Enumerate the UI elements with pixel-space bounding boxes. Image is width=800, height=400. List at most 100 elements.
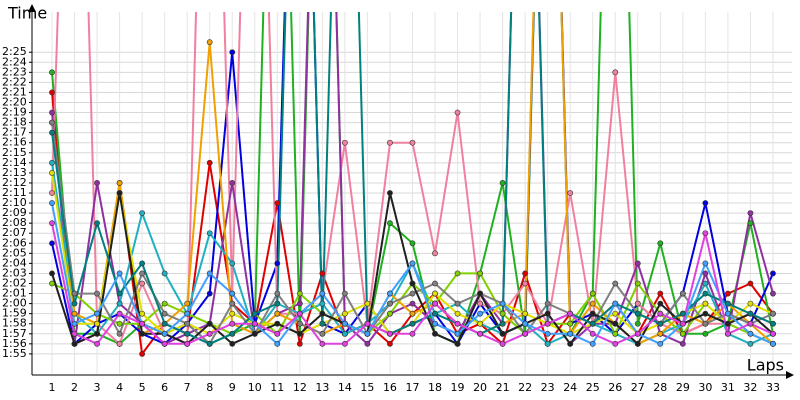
data-point xyxy=(634,340,641,347)
data-point xyxy=(341,320,348,327)
data-point xyxy=(206,159,213,166)
data-point xyxy=(387,300,393,307)
data-point xyxy=(184,300,191,307)
y-tick-label: 2:22 xyxy=(2,75,27,88)
data-point xyxy=(387,290,393,297)
x-tick-label: 22 xyxy=(518,381,532,394)
data-point xyxy=(409,139,416,146)
data-point xyxy=(477,270,483,277)
data-point xyxy=(319,310,326,317)
data-point xyxy=(296,320,303,327)
data-point xyxy=(139,260,146,267)
data-point xyxy=(274,260,281,267)
data-point xyxy=(612,69,619,76)
data-point xyxy=(251,320,258,327)
data-point xyxy=(770,330,776,337)
data-point xyxy=(432,280,438,287)
data-point xyxy=(657,320,664,327)
y-tick-label: 1:56 xyxy=(2,337,27,350)
data-point xyxy=(589,300,596,307)
data-point xyxy=(364,340,371,347)
data-point xyxy=(139,210,146,217)
data-point xyxy=(544,320,551,327)
data-point xyxy=(116,180,123,186)
y-tick-label: 2:01 xyxy=(2,287,27,300)
data-point xyxy=(612,340,619,347)
data-point xyxy=(49,89,55,96)
data-point xyxy=(567,190,574,196)
data-point xyxy=(612,330,619,337)
y-tick-label: 2:19 xyxy=(2,106,27,119)
data-point xyxy=(71,290,78,297)
data-point xyxy=(522,320,529,327)
data-point xyxy=(409,240,416,247)
x-tick-label: 1 xyxy=(49,381,56,394)
data-point xyxy=(94,180,100,186)
data-point xyxy=(94,290,100,297)
y-tick-label: 1:55 xyxy=(2,347,27,360)
x-tick-label: 19 xyxy=(451,381,465,394)
data-point xyxy=(770,310,776,317)
data-point xyxy=(702,330,709,337)
data-point xyxy=(702,270,709,277)
data-point xyxy=(499,310,506,317)
data-point xyxy=(71,330,78,337)
y-tick-label: 2:14 xyxy=(2,156,27,169)
y-tick-label: 2:06 xyxy=(2,236,27,249)
data-point xyxy=(634,330,641,337)
y-tick-label: 1:57 xyxy=(2,327,27,340)
data-point xyxy=(341,290,348,297)
data-point xyxy=(161,310,168,317)
data-point xyxy=(116,290,123,297)
data-point xyxy=(341,340,348,347)
data-point xyxy=(657,310,664,317)
data-point xyxy=(184,310,191,317)
data-point xyxy=(274,300,281,307)
data-point xyxy=(139,350,146,357)
data-point xyxy=(296,300,303,307)
data-point xyxy=(296,330,303,337)
data-point xyxy=(432,300,438,307)
data-point xyxy=(702,280,709,287)
y-axis-title: Time xyxy=(7,4,47,23)
y-tick-label: 2:13 xyxy=(2,166,27,179)
y-tick-label: 2:02 xyxy=(2,277,27,290)
data-point xyxy=(747,210,754,217)
data-point xyxy=(770,340,776,347)
data-point xyxy=(116,190,123,196)
x-tick-label: 13 xyxy=(315,381,329,394)
data-point xyxy=(49,119,55,126)
data-point xyxy=(71,320,78,327)
data-point xyxy=(747,330,754,337)
data-point xyxy=(634,300,641,307)
data-point xyxy=(206,340,213,347)
data-point xyxy=(544,300,551,307)
data-point xyxy=(49,169,55,176)
x-tick-label: 29 xyxy=(676,381,690,394)
data-point xyxy=(161,300,168,307)
data-point xyxy=(229,320,236,327)
data-point xyxy=(544,330,551,337)
data-point xyxy=(432,250,438,257)
data-point xyxy=(589,290,596,297)
y-tick-label: 2:03 xyxy=(2,266,27,279)
data-point xyxy=(206,320,213,327)
data-point xyxy=(409,300,416,307)
data-point xyxy=(747,220,754,227)
x-tick-label: 31 xyxy=(721,381,735,394)
data-point xyxy=(49,270,55,277)
x-tick-label: 27 xyxy=(631,381,645,394)
y-tick-label: 2:15 xyxy=(2,146,27,159)
y-tick-label: 2:11 xyxy=(2,186,27,199)
data-point xyxy=(387,340,393,347)
data-point xyxy=(274,320,281,327)
data-point xyxy=(139,280,146,287)
x-tick-label: 16 xyxy=(383,381,397,394)
data-point xyxy=(499,320,506,327)
data-point xyxy=(409,280,416,287)
data-point xyxy=(499,180,506,186)
data-point xyxy=(387,190,393,196)
data-point xyxy=(589,340,596,347)
data-point xyxy=(49,220,55,227)
x-tick-label: 6 xyxy=(161,381,168,394)
